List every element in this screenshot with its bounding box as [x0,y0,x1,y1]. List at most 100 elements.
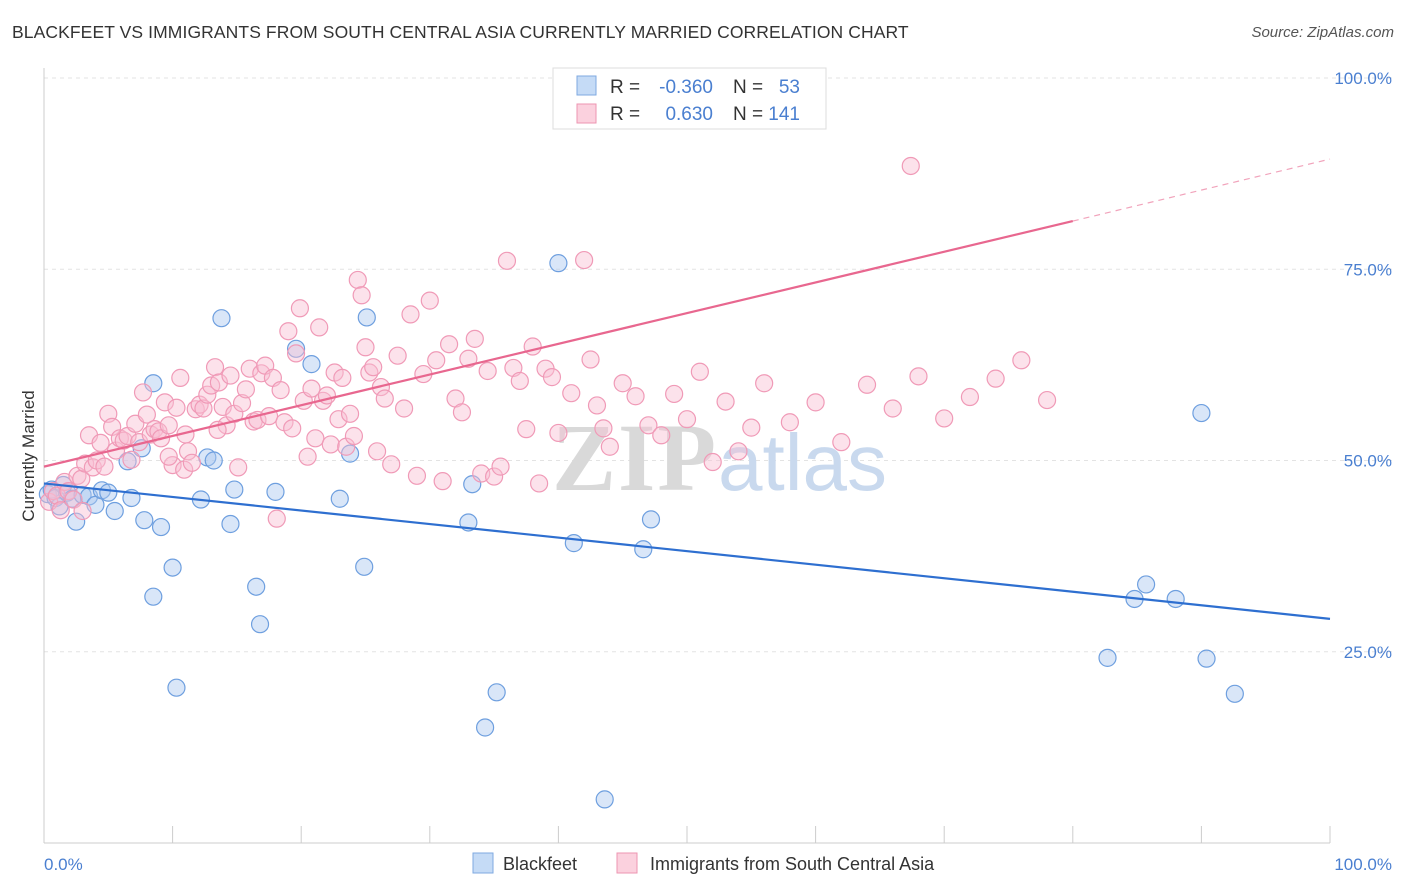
data-point-immigrants [883,399,902,418]
data-point-immigrants [665,384,684,404]
data-point-immigrants [194,399,213,418]
series-blackfeet [38,254,1244,809]
data-point-immigrants [575,250,594,270]
x-tick-label-max: 100.0% [1334,855,1392,874]
data-point-immigrants [901,156,920,176]
data-point-immigrants [703,452,722,472]
data-point-immigrants [73,501,92,521]
data-point-blackfeet [247,577,266,596]
data-point-immigrants [986,369,1005,388]
data-point-immigrants [213,397,232,417]
x-tick-label: 100.0% [1334,855,1392,874]
data-point-blackfeet [634,540,653,559]
data-point-immigrants [279,322,298,341]
data-point-immigrants [562,384,581,403]
legend-top: R = -0.360 N = 53 R = 0.630 N = 141 [552,67,827,130]
data-point-immigrants [155,393,174,412]
data-point-immigrants [159,416,178,435]
data-point-blackfeet [487,683,506,702]
data-point-blackfeet [1098,648,1117,667]
data-point-blackfeet [99,483,118,502]
legend-n-label-pink: N = [733,104,763,125]
y-tick-label: 100.0% [1334,69,1392,88]
data-point-immigrants [530,474,549,493]
data-point-immigrants [364,358,383,377]
data-point-immigrants [433,472,452,491]
x-tick-label-min: 0.0% [44,855,83,874]
x-ticks [43,826,1331,843]
data-point-immigrants [271,381,290,400]
data-point-immigrants [344,426,364,446]
data-point-immigrants [259,407,279,426]
data-point-blackfeet [167,678,186,697]
legend-n-label-blue: N = [733,77,763,98]
data-point-immigrants [690,362,709,381]
data-point-immigrants [581,350,600,369]
data-point-immigrants [388,346,407,365]
chart-title: BLACKFEET VS IMMIGRANTS FROM SOUTH CENTR… [12,22,909,42]
data-point-immigrants [321,435,340,454]
data-point-blackfeet [67,512,86,531]
trend-lines [43,158,1331,620]
data-point-immigrants [133,383,153,402]
data-point-immigrants [401,305,420,324]
data-point-blackfeet [302,355,321,374]
data-point-immigrants [626,387,645,406]
y-tick-label: 50.0% [1344,452,1392,471]
data-point-immigrants [549,423,568,443]
data-point-immigrants [742,418,761,437]
data-point-blackfeet [1192,403,1211,423]
data-point-immigrants [236,380,256,399]
watermark: ZIP atlas [552,404,887,511]
data-point-immigrants [122,450,141,469]
data-point-blackfeet [330,489,349,508]
data-point-blackfeet [163,558,182,577]
data-point-immigrants [594,419,613,438]
data-point-blackfeet [357,308,376,327]
data-point-blackfeet [355,557,374,576]
data-point-immigrants [205,358,225,377]
chart-source: Source: ZipAtlas.com [1251,24,1394,41]
data-point-blackfeet [225,480,244,499]
data-point-immigrants [306,429,325,448]
data-point-immigrants [600,437,619,456]
legend-pink-swatch [576,103,597,124]
data-point-immigrants [95,457,114,476]
data-point-blackfeet [250,615,270,634]
data-point-immigrants [348,270,367,290]
y-tick-label: 25.0% [1344,643,1392,662]
data-point-immigrants [171,368,190,387]
legend-n-value-blue: 53 [779,77,800,98]
data-point-immigrants [491,457,510,476]
legend-bottom-blue-swatch [472,852,494,874]
data-point-immigrants [497,251,517,270]
data-point-blackfeet [151,517,171,537]
legend-r-label-blue: R = [610,77,640,98]
data-point-blackfeet [212,309,231,328]
data-point-blackfeet [1166,589,1185,609]
data-point-immigrants [333,368,352,387]
data-point-immigrants [290,299,310,318]
data-point-immigrants [310,318,329,337]
data-point-immigrants [459,349,478,368]
data-point-immigrants [298,447,317,466]
data-point-immigrants [240,359,259,378]
data-point-immigrants [267,509,286,528]
data-point-blackfeet [204,451,223,470]
data-point-immigrants [407,466,427,485]
data-point-immigrants [832,433,851,452]
data-point-immigrants [302,379,321,398]
data-point-immigrants [420,291,439,310]
legend-bottom-blue-label: Blackfeet [503,854,577,874]
legend-top-box [552,67,827,130]
data-point-immigrants [221,366,240,385]
data-point-immigrants [780,413,799,432]
series-immigrants [40,156,1057,528]
data-point-blackfeet [135,511,154,530]
legend-n-value-pink: 141 [768,104,800,125]
data-point-immigrants [542,368,562,387]
legend-blue-swatch [576,75,597,96]
data-point-immigrants [137,405,156,424]
data-point-blackfeet [475,718,495,737]
